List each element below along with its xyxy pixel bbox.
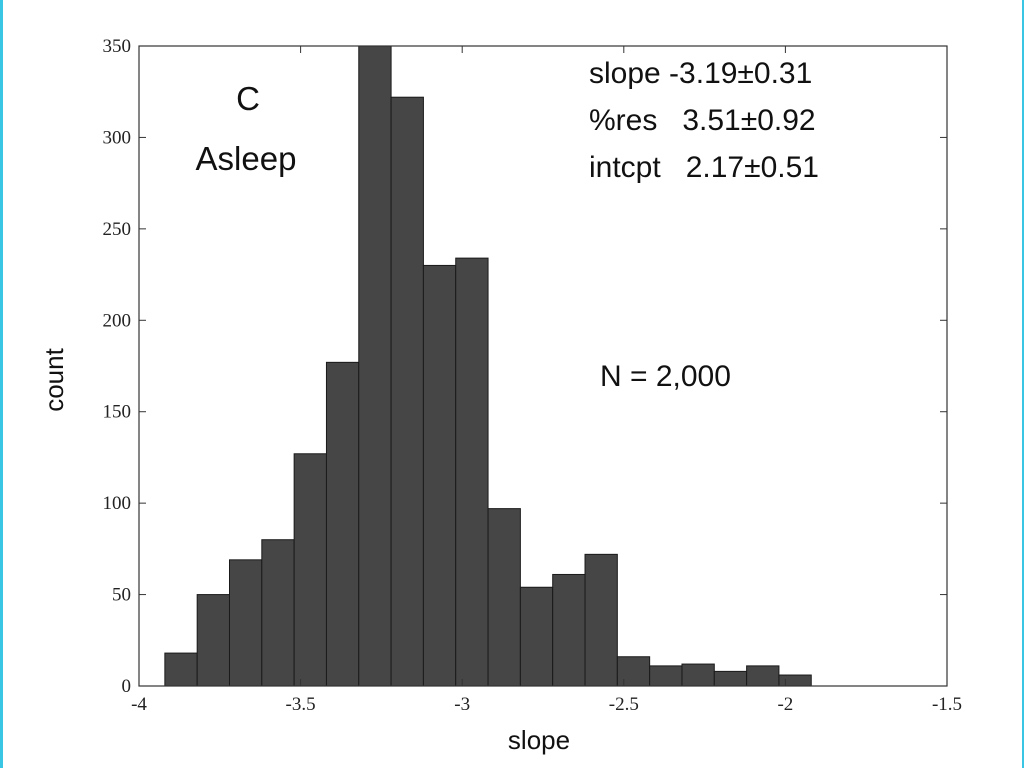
histogram-bar — [519, 586, 554, 686]
y-tick-label: 300 — [103, 127, 132, 148]
histogram-bar — [713, 670, 748, 686]
y-tick-label: 100 — [103, 493, 132, 514]
y-tick-label: 200 — [103, 310, 132, 331]
histogram-bar — [164, 652, 198, 686]
panel-label: Asleep — [196, 140, 297, 177]
y-tick-label: 350 — [103, 36, 132, 57]
histogram-bar — [584, 553, 618, 686]
y-axis-title: count — [39, 347, 69, 411]
right-edge-stripe — [1022, 0, 1024, 768]
left-edge-stripe — [0, 0, 3, 768]
y-tick-label: 150 — [103, 402, 132, 423]
x-tick-label: -2 — [777, 694, 793, 715]
histogram-bar — [228, 559, 263, 686]
slope-stat-annotation: slope -3.19±0.31 — [589, 57, 812, 90]
panel-letter: C — [236, 80, 260, 117]
y-tick-label: 50 — [112, 585, 131, 606]
histogram-bar — [552, 573, 586, 686]
res-stat-annotation: %res 3.51±0.92 — [589, 104, 816, 137]
x-tick-label: -3.5 — [286, 694, 316, 715]
histogram-bar — [390, 96, 424, 686]
histogram-bar — [261, 539, 295, 686]
histogram-bar — [681, 663, 715, 686]
histogram-bar — [649, 665, 683, 686]
x-tick-label: -4 — [131, 694, 147, 715]
histogram-bar — [196, 594, 230, 686]
x-tick-label: -3 — [454, 694, 470, 715]
y-tick-label: 250 — [103, 219, 132, 240]
y-tick-label: 0 — [122, 676, 132, 697]
plot-frame — [138, 45, 948, 687]
x-tick-label: -1.5 — [932, 694, 962, 715]
histogram-bar — [455, 257, 489, 686]
intcpt-stat-annotation: intcpt 2.17±0.51 — [589, 151, 819, 184]
tick-group: -4 -3.5 -3 -2.5 -2 -1.5 0 50 100 150 200 250 300 350 — [103, 36, 963, 715]
histogram-bar — [325, 361, 360, 686]
x-tick-label: -2.5 — [609, 694, 639, 715]
bar-group — [164, 46, 812, 686]
histogram-bar — [616, 656, 651, 686]
histogram-bar — [293, 453, 327, 686]
histogram-bar — [358, 46, 392, 686]
n-annotation: N = 2,000 — [600, 360, 731, 393]
histogram-bar — [422, 264, 457, 686]
histogram-bar — [746, 665, 780, 686]
histogram-bar — [778, 674, 812, 686]
x-axis-title: slope — [508, 725, 570, 755]
histogram-bar — [487, 508, 521, 686]
